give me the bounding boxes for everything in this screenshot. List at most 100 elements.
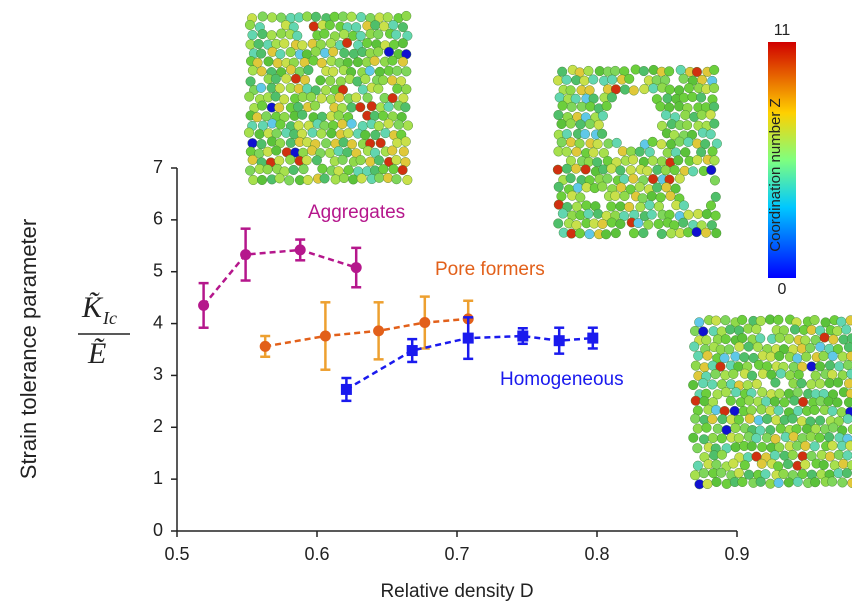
- particle: [711, 228, 722, 239]
- particle: [387, 55, 398, 66]
- particle: [553, 218, 564, 229]
- particle: [262, 146, 273, 157]
- particle: [746, 405, 757, 416]
- y-tick-label: 1: [153, 468, 163, 488]
- particle: [773, 405, 784, 416]
- particle: [356, 12, 367, 23]
- particle: [346, 139, 357, 150]
- particle: [720, 315, 731, 326]
- particle: [696, 92, 707, 103]
- particle: [362, 38, 373, 49]
- particle: [648, 174, 659, 185]
- particle: [391, 174, 402, 185]
- particle: [285, 154, 296, 165]
- particle: [696, 220, 707, 231]
- particle: [701, 209, 712, 220]
- particle: [832, 397, 843, 408]
- colorbar-min: 0: [778, 281, 787, 298]
- particle: [262, 164, 273, 175]
- particle: [401, 66, 412, 77]
- particle: [752, 341, 763, 352]
- particle: [383, 101, 394, 112]
- particle: [400, 102, 411, 113]
- particle: [715, 361, 726, 372]
- particle: [355, 102, 366, 113]
- particle: [682, 120, 693, 131]
- particle: [737, 476, 748, 487]
- particle: [337, 154, 348, 165]
- particle: [648, 83, 659, 94]
- particle: [691, 227, 702, 238]
- particle: [597, 218, 608, 229]
- particle: [692, 423, 703, 434]
- particle: [244, 91, 255, 102]
- particle: [833, 468, 844, 479]
- particle: [698, 468, 709, 479]
- particle: [400, 136, 411, 147]
- particle: [338, 11, 349, 22]
- point: [198, 299, 210, 311]
- particle: [827, 476, 838, 487]
- particle: [383, 172, 394, 183]
- particle: [744, 395, 755, 406]
- particle: [370, 20, 381, 31]
- x-axis-label: Relative density D: [380, 581, 533, 602]
- particle: [556, 137, 567, 148]
- particle: [653, 201, 664, 212]
- particle: [254, 129, 265, 140]
- particle: [633, 218, 644, 229]
- series-line: [202, 248, 357, 307]
- particle: [669, 165, 680, 176]
- particle: [253, 38, 264, 49]
- particle: [755, 476, 766, 487]
- particle: [644, 200, 655, 211]
- particle: [572, 182, 583, 193]
- particle: [710, 210, 721, 221]
- particle: [806, 361, 817, 372]
- particle: [261, 111, 272, 122]
- particle: [324, 20, 335, 31]
- particle: [809, 404, 820, 415]
- particle: [673, 155, 684, 166]
- particle: [773, 314, 784, 325]
- particle: [244, 19, 255, 30]
- particle: [397, 22, 408, 33]
- particle: [579, 75, 590, 86]
- particle: [825, 451, 836, 462]
- particle: [710, 191, 721, 202]
- particle: [579, 129, 590, 140]
- particle: [712, 423, 723, 434]
- particle: [625, 165, 636, 176]
- series-line: [264, 317, 469, 348]
- particle: [290, 73, 301, 84]
- particle: [847, 424, 852, 435]
- particle: [628, 228, 639, 239]
- particle: [733, 433, 744, 444]
- particle: [256, 66, 267, 77]
- particle: [266, 136, 277, 147]
- particle: [793, 369, 804, 380]
- point: [340, 383, 352, 395]
- particle: [818, 351, 829, 362]
- particle: [806, 379, 817, 390]
- particle: [716, 467, 727, 478]
- particle: [355, 30, 366, 41]
- particle: [366, 101, 377, 112]
- particle: [556, 118, 567, 129]
- series-label: Aggregates: [308, 202, 405, 223]
- particle: [684, 82, 695, 93]
- point: [350, 262, 362, 274]
- particle: [388, 164, 399, 175]
- particle: [652, 164, 663, 175]
- particle: [656, 228, 667, 239]
- particle: [303, 65, 314, 76]
- y-tick-label: 7: [153, 157, 163, 177]
- particle: [575, 192, 586, 203]
- particle: [276, 28, 287, 39]
- particle: [814, 432, 825, 443]
- particle: [383, 46, 394, 57]
- particle: [352, 57, 363, 68]
- particle: [293, 101, 304, 112]
- x-tick-label: 0.8: [584, 544, 609, 564]
- particle: [774, 442, 785, 453]
